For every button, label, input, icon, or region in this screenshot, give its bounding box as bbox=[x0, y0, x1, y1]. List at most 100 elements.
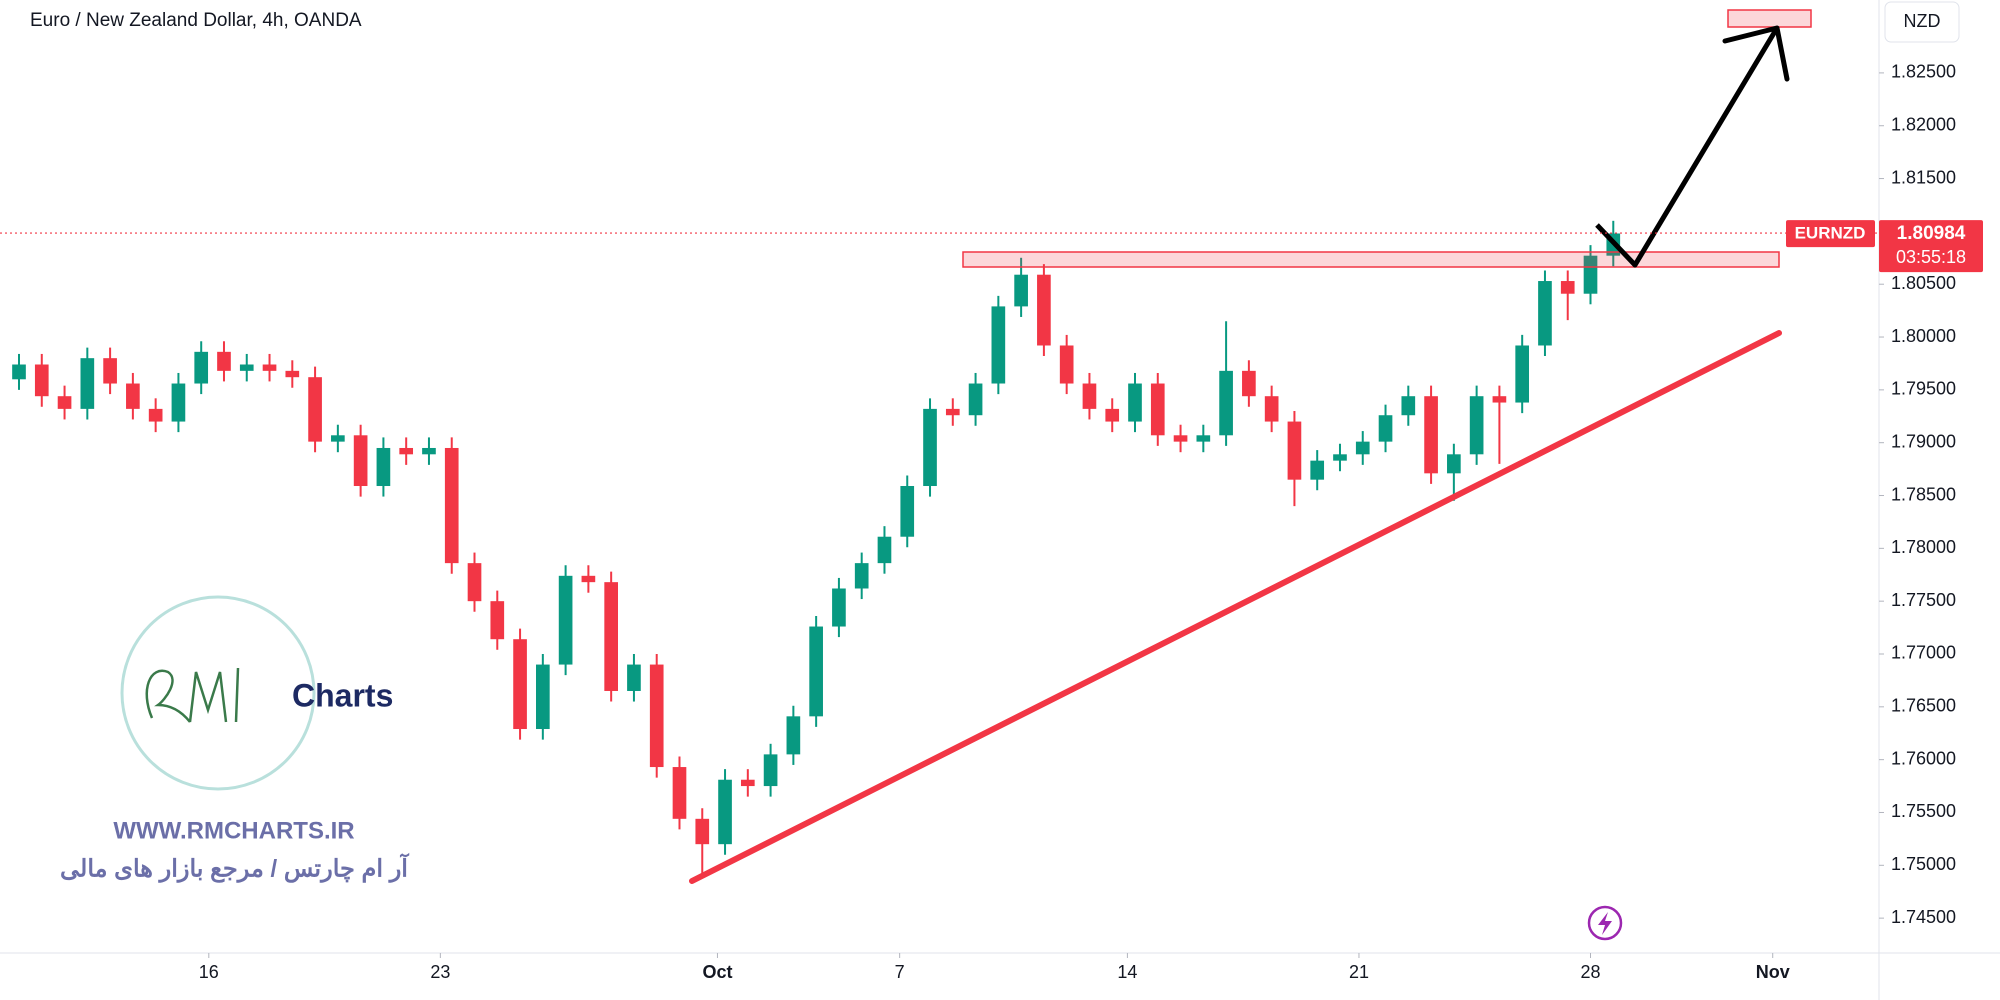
candle-body bbox=[1059, 345, 1074, 384]
x-tick-label: 14 bbox=[1117, 962, 1137, 982]
candle-body bbox=[34, 364, 49, 397]
candle-body bbox=[1355, 441, 1370, 455]
resistance-zone bbox=[962, 251, 1780, 268]
y-tick-label: 1.77000 bbox=[1891, 643, 1956, 663]
x-tick-label: Oct bbox=[702, 962, 732, 982]
candle-body bbox=[627, 664, 641, 691]
candle-body bbox=[1014, 274, 1028, 307]
candle-body bbox=[1401, 396, 1416, 416]
candles bbox=[12, 220, 1621, 876]
candle-body bbox=[1310, 460, 1325, 480]
target-zone bbox=[1727, 9, 1812, 28]
candle-body bbox=[444, 447, 459, 564]
candle-body bbox=[1037, 274, 1051, 346]
candle-body bbox=[1515, 345, 1530, 403]
candle-body bbox=[558, 575, 573, 665]
candle-body bbox=[536, 664, 550, 730]
candle-body bbox=[80, 358, 95, 409]
candle-body bbox=[1082, 383, 1097, 409]
candle-body bbox=[148, 408, 163, 422]
candle-body bbox=[422, 447, 436, 455]
chart-title: Euro / New Zealand Dollar, 4h, OANDA bbox=[30, 10, 362, 31]
currency-button[interactable] bbox=[1884, 1, 1960, 43]
candle-body bbox=[1264, 396, 1279, 422]
x-tick-label: 7 bbox=[895, 962, 905, 982]
symbol-label-box bbox=[1786, 220, 1875, 248]
candle-body bbox=[490, 601, 505, 640]
candle-body bbox=[262, 364, 277, 371]
price-label: 1.80984 bbox=[1897, 223, 1966, 244]
candle-body bbox=[581, 575, 596, 583]
candle-body bbox=[786, 716, 801, 755]
candle-body bbox=[217, 351, 231, 371]
logo-circle bbox=[120, 595, 316, 791]
candle-body bbox=[991, 306, 1006, 384]
y-tick-label: 1.74500 bbox=[1891, 907, 1956, 927]
y-tick-label: 1.75000 bbox=[1891, 854, 1956, 874]
x-tick-label: Nov bbox=[1756, 962, 1790, 982]
y-tick-label: 1.76500 bbox=[1891, 696, 1956, 716]
candle-body bbox=[1538, 281, 1552, 346]
candle-body bbox=[968, 383, 983, 416]
candle-body bbox=[194, 351, 209, 384]
candle-body bbox=[103, 358, 117, 384]
candle-body bbox=[923, 408, 937, 487]
candle-body bbox=[57, 396, 72, 409]
alert-icon[interactable] bbox=[1587, 905, 1623, 941]
candle-body bbox=[171, 383, 186, 422]
candle-body bbox=[1128, 383, 1142, 422]
x-tick-label: 21 bbox=[1349, 962, 1369, 982]
candle-body bbox=[945, 408, 960, 416]
currency-label[interactable]: NZD bbox=[1904, 11, 1941, 31]
candle-body bbox=[1105, 408, 1120, 422]
candle-body bbox=[1492, 396, 1507, 403]
x-tick-label: 23 bbox=[430, 962, 450, 982]
candle-body bbox=[1560, 281, 1575, 294]
watermark-tagline: آر ام چارتس / مرجع بازار های مالی bbox=[60, 852, 409, 883]
candle-body bbox=[877, 536, 892, 564]
y-tick-label: 1.79500 bbox=[1891, 379, 1956, 399]
candle-body bbox=[353, 435, 368, 487]
candle-body bbox=[900, 486, 915, 537]
candle-body bbox=[376, 447, 391, 487]
candle-body bbox=[1333, 454, 1347, 461]
candle-body bbox=[399, 447, 414, 455]
candle-body bbox=[1287, 421, 1302, 480]
candle-body bbox=[467, 563, 482, 602]
countdown-label: 03:55:18 bbox=[1896, 247, 1966, 267]
candle-body bbox=[718, 779, 732, 845]
candle-body bbox=[649, 664, 664, 768]
candle-body bbox=[695, 818, 710, 845]
logo-text: Charts bbox=[292, 677, 393, 713]
arrow-head bbox=[1722, 25, 1790, 82]
logo-rm bbox=[145, 667, 240, 723]
candle-body bbox=[1424, 396, 1438, 474]
candle-body bbox=[331, 435, 345, 442]
y-tick-label: 1.78000 bbox=[1891, 537, 1956, 557]
y-tick-label: 1.77500 bbox=[1891, 590, 1956, 610]
candle-body bbox=[1469, 396, 1484, 455]
candle-body bbox=[1173, 435, 1188, 442]
candle-body bbox=[809, 626, 823, 717]
alert-bolt bbox=[1598, 912, 1612, 935]
x-tick-label: 16 bbox=[199, 962, 219, 982]
watermark-website: WWW.RMCHARTS.IR bbox=[113, 817, 354, 844]
y-tick-label: 1.81500 bbox=[1891, 167, 1956, 187]
y-tick-label: 1.82000 bbox=[1891, 114, 1956, 134]
candle-body bbox=[308, 377, 322, 442]
candle-body bbox=[1583, 255, 1598, 294]
candle-body bbox=[1447, 454, 1461, 474]
candle-body bbox=[1219, 370, 1233, 436]
candle-body bbox=[126, 383, 140, 409]
candle-body bbox=[513, 639, 527, 730]
price-label-box bbox=[1879, 220, 1983, 273]
candle-body bbox=[1242, 370, 1256, 397]
trend-line bbox=[689, 330, 1782, 884]
candle-body bbox=[12, 364, 26, 380]
y-tick-label: 1.79000 bbox=[1891, 431, 1956, 451]
candle-body bbox=[1150, 383, 1165, 436]
y-tick-label: 1.78500 bbox=[1891, 484, 1956, 504]
y-tick-label: 1.80500 bbox=[1891, 273, 1956, 293]
